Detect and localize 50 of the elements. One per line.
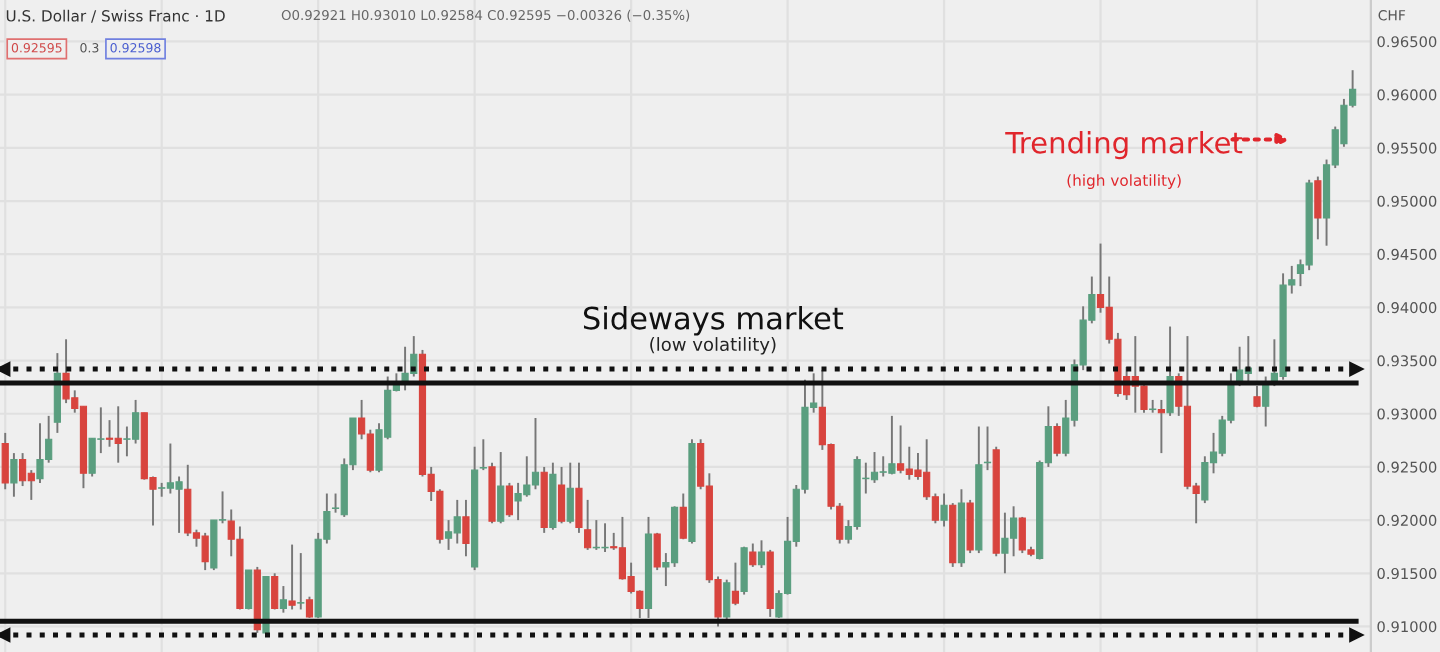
candlestick bbox=[114, 405, 122, 464]
candlestick bbox=[896, 424, 905, 475]
candlestick bbox=[1053, 422, 1061, 458]
candlestick bbox=[505, 481, 514, 518]
candlestick bbox=[271, 572, 279, 611]
candlestick bbox=[966, 498, 974, 555]
candlestick bbox=[462, 498, 470, 558]
candlestick bbox=[531, 417, 540, 491]
candlestick bbox=[10, 452, 18, 498]
candlestick bbox=[279, 585, 287, 614]
candlestick bbox=[444, 519, 453, 551]
candlestick bbox=[497, 451, 505, 525]
candlestick bbox=[288, 543, 296, 611]
annotation: (low volatility) bbox=[650, 337, 776, 355]
candlestick bbox=[1001, 511, 1009, 575]
candlestick bbox=[305, 595, 314, 619]
annotation: Sideways market bbox=[583, 306, 844, 336]
candlestick bbox=[584, 498, 592, 551]
candlestick bbox=[749, 542, 757, 568]
candlestick bbox=[1140, 381, 1148, 414]
annotation: Trending market bbox=[1005, 131, 1243, 160]
candlestick bbox=[36, 422, 44, 484]
candlestick bbox=[201, 531, 209, 572]
candlestick bbox=[575, 461, 583, 534]
candlestick bbox=[1157, 398, 1165, 455]
candlestick bbox=[679, 492, 687, 541]
candlestick bbox=[731, 561, 740, 607]
candlestick bbox=[1166, 325, 1174, 417]
candlestick bbox=[566, 461, 574, 525]
candlestick bbox=[479, 438, 487, 472]
candlestick bbox=[1314, 175, 1322, 241]
candlestick bbox=[1201, 455, 1209, 505]
candlestick bbox=[888, 414, 896, 476]
candlestick bbox=[557, 465, 566, 525]
candlestick bbox=[245, 569, 253, 611]
candlestick bbox=[723, 578, 731, 622]
candlestick bbox=[297, 552, 305, 611]
candlestick bbox=[653, 531, 661, 572]
candlestick bbox=[175, 475, 183, 534]
candlestick bbox=[1, 431, 9, 491]
candlestick bbox=[740, 545, 748, 596]
candlestick bbox=[453, 498, 461, 545]
candlestick bbox=[870, 451, 879, 484]
candlestick bbox=[757, 539, 766, 569]
candlestick bbox=[105, 419, 114, 448]
candlestick bbox=[514, 481, 522, 522]
candlestick bbox=[19, 452, 27, 488]
candlestick bbox=[940, 492, 948, 528]
candlestick bbox=[210, 519, 218, 572]
candlestick bbox=[184, 463, 192, 538]
